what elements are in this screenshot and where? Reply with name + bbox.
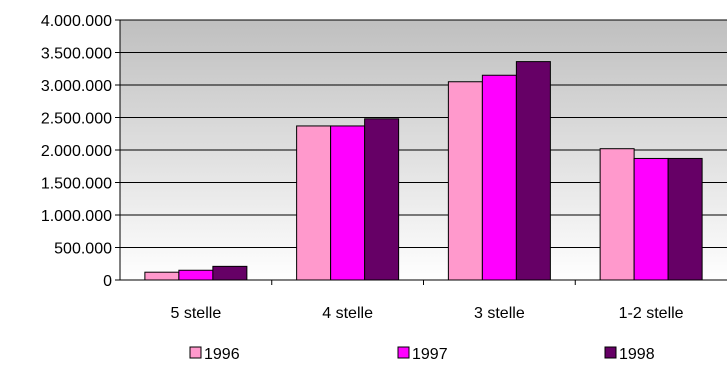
bar-1997-4-stelle — [330, 125, 366, 281]
y-tick-label: 3.500.000 — [41, 46, 112, 63]
bar-1996-3-stelle — [447, 81, 483, 281]
y-tick-label: 1.000.000 — [41, 208, 112, 225]
bar-1998-3-stelle — [515, 61, 551, 281]
bar-1998-5-stelle — [212, 265, 248, 281]
bar-1996-4-stelle — [296, 125, 332, 281]
bar-1996-1-2-stelle — [599, 148, 635, 281]
legend-swatch-1996 — [189, 346, 202, 359]
y-tick-label: 0 — [103, 273, 112, 290]
y-tick-label: 500.000 — [54, 241, 112, 258]
y-tick-label: 2.500.000 — [41, 111, 112, 128]
legend-swatch-1998 — [604, 346, 617, 359]
bar-1997-5-stelle — [178, 269, 214, 281]
legend-swatch-1997 — [397, 346, 410, 359]
bar-1997-1-2-stelle — [633, 157, 669, 281]
bar-1997-3-stelle — [481, 74, 517, 281]
y-tick-label: 4.000.000 — [41, 13, 112, 30]
y-tick-label: 1.500.000 — [41, 176, 112, 193]
bar-1998-4-stelle — [364, 118, 400, 281]
bar-1998-1-2-stelle — [667, 157, 703, 281]
legend-label-1997: 1997 — [412, 346, 448, 363]
y-tick-label: 2.000.000 — [41, 143, 112, 160]
x-tick-label: 3 stelle — [474, 305, 525, 322]
x-tick-label: 5 stelle — [171, 305, 222, 322]
y-tick-label: 3.000.000 — [41, 78, 112, 95]
legend-label-1998: 1998 — [619, 346, 655, 363]
x-tick-label: 4 stelle — [322, 305, 373, 322]
x-tick-label: 1-2 stelle — [619, 305, 684, 322]
bar-1996-5-stelle — [144, 271, 180, 281]
legend-label-1996: 1996 — [204, 346, 240, 363]
